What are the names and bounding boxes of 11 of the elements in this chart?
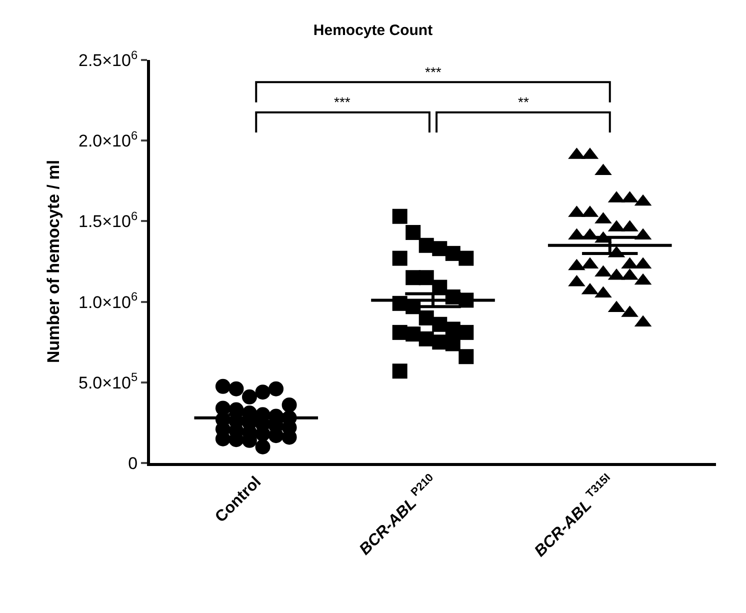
y-tick-label: 2.5×10$^{6}$ — [78, 48, 138, 70]
y-tick-label: 1.5×10$^{6}$ — [78, 209, 138, 232]
y-tick-label: 2.0×10$^{6}$ — [78, 128, 138, 151]
annotation: ** — [518, 94, 530, 110]
annotation: *** — [425, 64, 442, 80]
annotation: *** — [334, 94, 351, 110]
y-tick-label: 5.0×10$^{5}$ — [78, 370, 138, 392]
chart-title: Hemocyte Count — [313, 22, 433, 40]
y-tick-label: 1.0×10$^{6}$ — [78, 290, 138, 312]
y-axis-title: Number of hemocyte / ml — [44, 160, 64, 364]
y-tick-label: 0 — [128, 454, 138, 473]
